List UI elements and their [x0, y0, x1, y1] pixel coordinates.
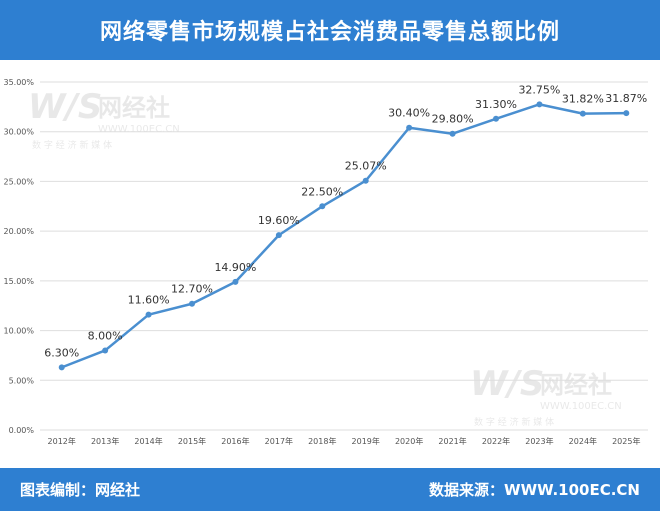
- watermark-tagline: 数 字 经 济 新 媒 体: [474, 416, 554, 428]
- watermark-url: WWW.100EC.CN: [540, 401, 622, 412]
- x-tick-label: 2020年: [395, 436, 423, 446]
- x-tick-label: 2024年: [569, 436, 597, 446]
- data-point: [449, 130, 456, 137]
- watermark-url: WWW.100EC.CN: [98, 124, 180, 135]
- data-point: [58, 364, 65, 371]
- x-tick-label: 2019年: [352, 436, 380, 446]
- y-tick-label: 15.00%: [3, 277, 34, 286]
- series-line-group: [61, 103, 627, 369]
- x-tick-label: 2014年: [134, 436, 162, 446]
- x-tick-label: 2021年: [438, 436, 466, 446]
- data-label: 31.30%: [475, 98, 517, 111]
- y-tick-label: 5.00%: [9, 376, 35, 385]
- footer-credit: 图表编制：网经社: [20, 481, 141, 499]
- chart-footer: 图表编制：网经社 数据来源：WWW.100EC.CN: [0, 468, 660, 511]
- x-tick-label: 2016年: [221, 436, 249, 446]
- data-point: [275, 232, 282, 239]
- x-tick-label: 2022年: [482, 436, 510, 446]
- series-line: [61, 103, 627, 369]
- data-point: [102, 347, 109, 354]
- data-point: [536, 101, 543, 108]
- gridlines: [40, 81, 648, 431]
- x-tick-label: 2023年: [525, 436, 553, 446]
- data-label: 11.60%: [128, 294, 170, 307]
- data-label: 31.82%: [562, 93, 604, 106]
- y-tick-label: 25.00%: [3, 177, 34, 186]
- data-point: [493, 115, 499, 122]
- x-axis-ticks: 2012年 2013年 2014年 2015年 2016年 2017年 2018年 2019年…: [48, 436, 641, 446]
- data-point: [319, 203, 326, 210]
- data-label: 22.50%: [301, 185, 343, 198]
- x-tick-label: 2012年: [48, 436, 76, 446]
- chart-area: W/S 网经社 WWW.100EC.CN 数 字 经 济 新 媒 体 W/S 网经社 WWW…: [0, 60, 660, 468]
- data-label: 25.07%: [345, 160, 387, 173]
- x-tick-label: 2018年: [308, 436, 336, 446]
- chart-header: 网络零售市场规模占社会消费品零售总额比例: [0, 0, 660, 60]
- data-point: [623, 110, 630, 117]
- y-tick-label: 35.00%: [3, 78, 34, 87]
- data-label: 8.00%: [88, 329, 123, 342]
- watermark-logo: W/S: [470, 364, 544, 404]
- watermark-brand: 网经社: [98, 94, 170, 122]
- data-label: 30.40%: [388, 107, 430, 120]
- data-point: [189, 300, 195, 307]
- y-tick-label: 20.00%: [3, 227, 34, 236]
- x-tick-label: 2013年: [91, 436, 119, 446]
- watermark-brand: 网经社: [540, 371, 612, 399]
- data-label: 31.87%: [605, 92, 647, 105]
- data-point: [145, 311, 152, 318]
- data-point: [406, 124, 413, 131]
- watermark-tagline: 数 字 经 济 新 媒 体: [32, 139, 112, 151]
- data-label: 12.70%: [171, 283, 213, 296]
- data-point: [579, 110, 586, 117]
- data-points: [58, 101, 630, 371]
- data-point: [232, 278, 239, 285]
- y-tick-label: 30.00%: [3, 128, 34, 137]
- data-label: 32.75%: [518, 83, 560, 96]
- y-tick-label: 0.00%: [9, 426, 35, 435]
- chart-title: 网络零售市场规模占社会消费品零售总额比例: [99, 20, 560, 45]
- data-labels: 6.30% 8.00% 11.60%12.70%14.90% 19.60% 22.50%…: [44, 83, 647, 359]
- data-label: 29.80%: [432, 113, 474, 126]
- y-tick-label: 10.00%: [3, 327, 34, 336]
- data-label: 6.30%: [44, 346, 79, 359]
- x-tick-label: 2017年: [265, 436, 293, 446]
- data-point: [362, 177, 369, 184]
- x-tick-label: 2015年: [178, 436, 206, 446]
- y-axis-ticks: 0.00% 5.00% 10.00% 15.00% 20.00% 25.00% 30.00%…: [3, 78, 34, 435]
- footer-source: 数据来源：WWW.100EC.CN: [429, 481, 640, 499]
- data-label: 14.90%: [214, 261, 256, 274]
- data-label: 19.60%: [258, 214, 300, 227]
- watermark-logo: W/S: [28, 87, 102, 127]
- x-tick-label: 2025年: [612, 436, 640, 446]
